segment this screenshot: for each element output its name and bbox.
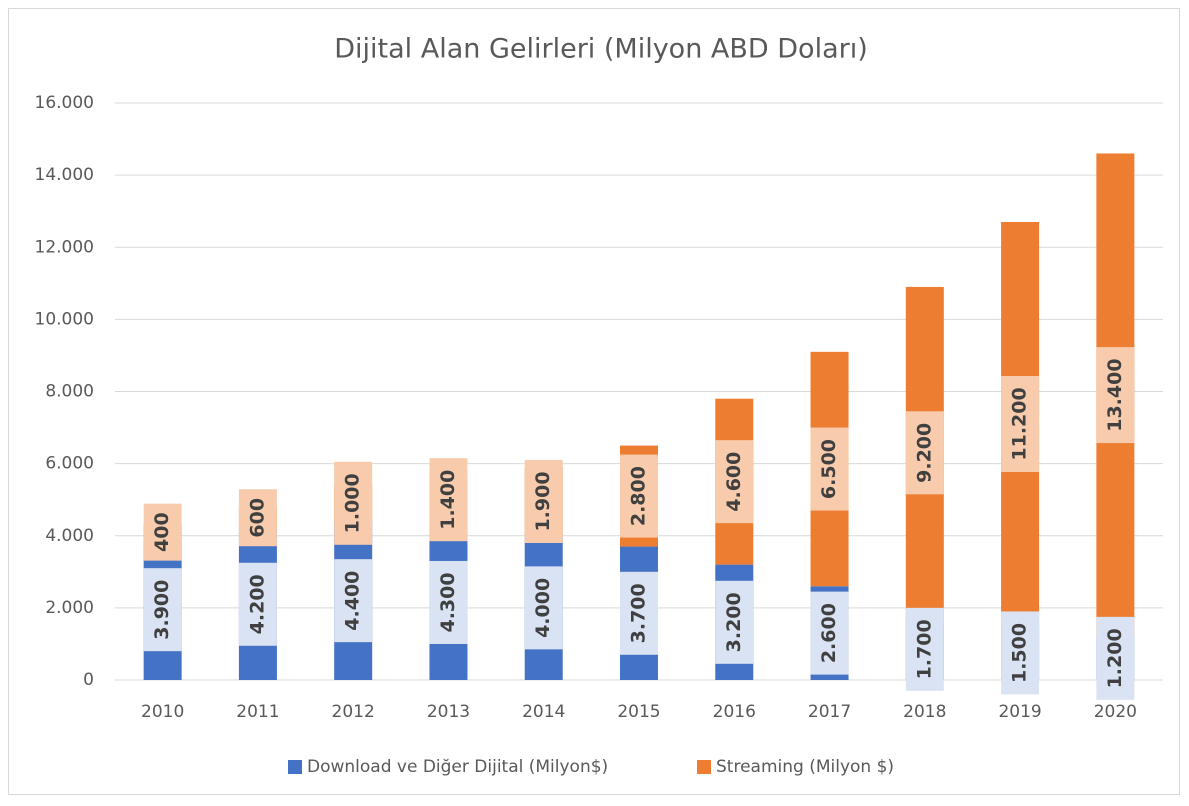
x-tick-label: 2020 (1094, 702, 1137, 722)
x-tick-label: 2014 (522, 702, 565, 722)
value-label-bg (715, 580, 754, 664)
value-label-bg (238, 562, 277, 646)
x-tick-label: 2011 (236, 702, 279, 722)
value-label: 3.700 (628, 583, 650, 643)
legend-swatch (288, 760, 302, 774)
value-label: 4.600 (723, 452, 745, 512)
y-tick-label: 6.000 (45, 454, 94, 474)
legend-swatch (697, 760, 711, 774)
value-label: 4.000 (532, 578, 554, 638)
x-tick-label: 2018 (903, 702, 946, 722)
y-tick-label: 16.000 (35, 93, 94, 113)
y-tick-label: 10.000 (35, 309, 94, 329)
value-label-bg (1096, 347, 1135, 444)
value-label-bg (334, 461, 373, 545)
y-tick-label: 2.000 (45, 598, 94, 618)
value-label: 2.600 (818, 603, 840, 663)
y-tick-label: 4.000 (45, 526, 94, 546)
y-tick-label: 12.000 (35, 237, 94, 257)
x-tick-label: 2019 (998, 702, 1041, 722)
value-label: 600 (246, 498, 268, 538)
value-label-bg (1096, 616, 1135, 700)
value-label: 1.200 (1104, 628, 1126, 688)
value-label-bg (429, 458, 468, 542)
value-label: 1.400 (437, 470, 459, 530)
value-label: 2.800 (628, 466, 650, 526)
value-label-bg (429, 560, 468, 644)
y-tick-label: 0 (83, 670, 94, 690)
value-label-bg (905, 607, 944, 691)
x-tick-label: 2010 (141, 702, 184, 722)
value-label-bg (238, 489, 277, 547)
x-tick-label: 2017 (808, 702, 851, 722)
chart-frame (8, 8, 1180, 795)
chart-title: Dijital Alan Gelirleri (Milyon ABD Dolar… (334, 34, 868, 65)
x-tick-label: 2016 (713, 702, 756, 722)
value-label: 13.400 (1104, 358, 1126, 431)
value-label: 9.200 (913, 423, 935, 483)
value-label-bg (715, 440, 754, 524)
value-label-bg (905, 411, 944, 495)
value-label: 4.300 (437, 572, 459, 632)
value-label: 1.000 (342, 473, 364, 533)
value-label-bg (620, 571, 658, 655)
value-label-bg (524, 459, 563, 543)
y-tick-label: 8.000 (45, 382, 94, 402)
y-tick-label: 14.000 (35, 165, 94, 185)
value-label-bg (810, 591, 849, 675)
x-tick-label: 2015 (617, 702, 660, 722)
value-label-bg (143, 568, 182, 652)
value-label: 400 (151, 512, 173, 552)
value-label: 3.200 (723, 592, 745, 652)
value-label: 3.900 (151, 580, 173, 640)
value-label-bg (1001, 611, 1040, 695)
value-label: 1.900 (532, 471, 554, 531)
value-label-bg (334, 559, 373, 643)
value-label: 4.400 (342, 571, 364, 631)
value-label-bg (143, 503, 182, 561)
value-label-bg (524, 566, 563, 650)
legend-label: Download ve Diğer Dijital (Milyon$) (307, 757, 608, 777)
value-label-bg (1001, 375, 1040, 472)
value-label-bg (810, 427, 849, 511)
value-label: 1.700 (913, 619, 935, 679)
value-label: 4.200 (246, 574, 268, 634)
value-label-bg (620, 454, 658, 538)
x-tick-label: 2013 (427, 702, 470, 722)
x-tick-label: 2012 (332, 702, 375, 722)
legend-label: Streaming (Milyon $) (716, 757, 894, 777)
value-label: 11.200 (1009, 387, 1031, 460)
value-label: 1.500 (1009, 623, 1031, 683)
value-label: 6.500 (818, 439, 840, 499)
